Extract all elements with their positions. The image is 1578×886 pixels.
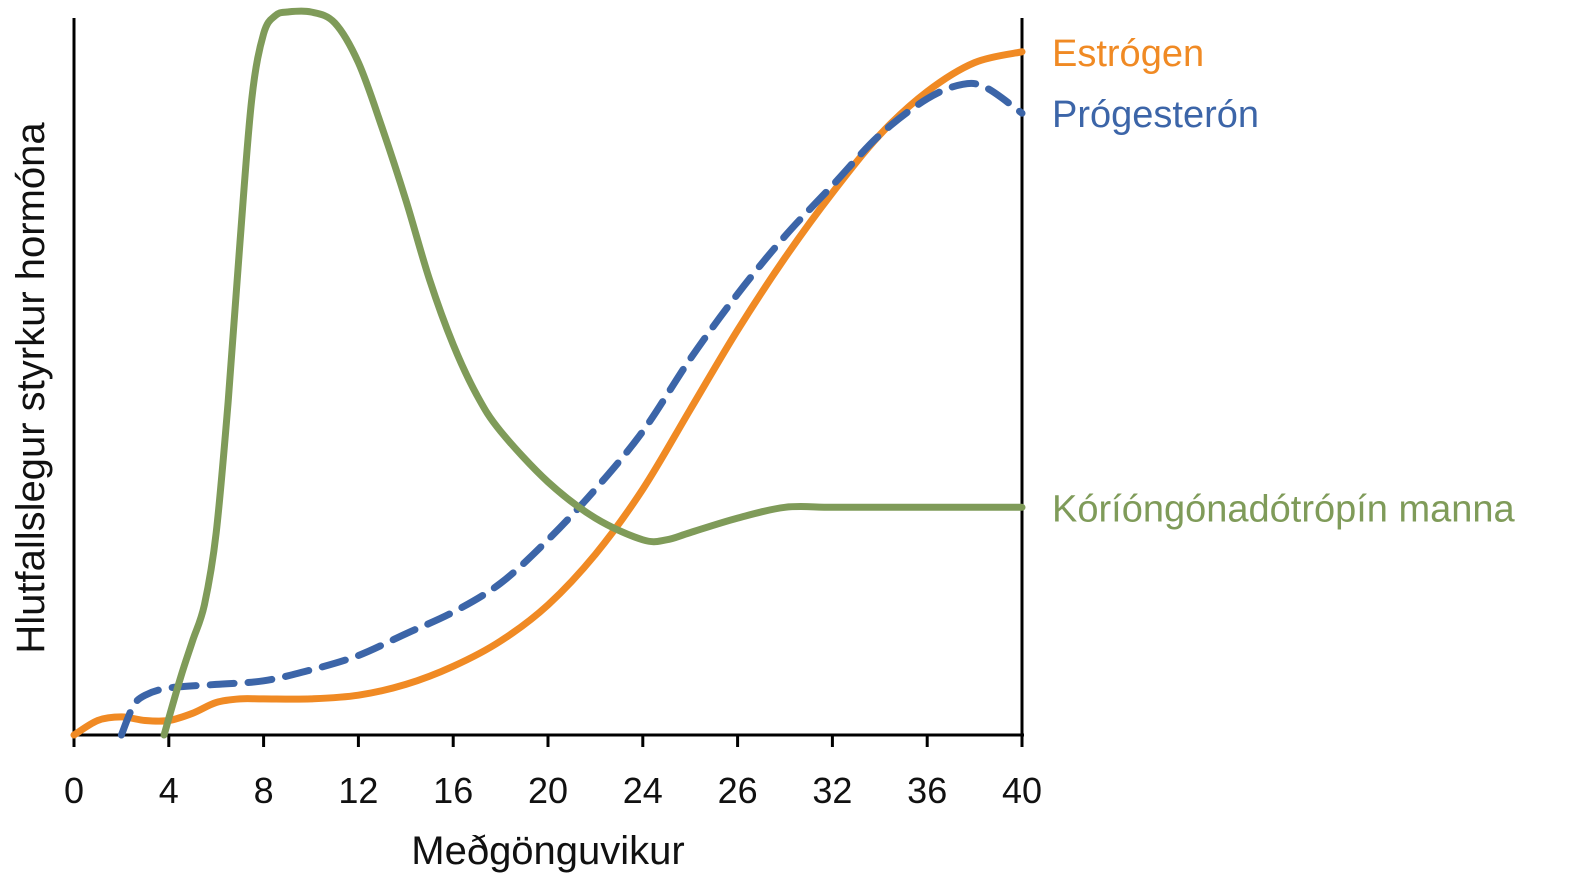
x-tick-label: 32 xyxy=(812,770,852,811)
x-axis-ticks: 0 4 8 12 16 20 24 26 32 36 40 xyxy=(64,735,1042,811)
x-tick-label: 24 xyxy=(623,770,663,811)
x-tick-label: 16 xyxy=(433,770,473,811)
x-tick-label: 40 xyxy=(1002,770,1042,811)
series-label-progesterone: Prógesterón xyxy=(1052,94,1259,136)
x-tick-label: 8 xyxy=(254,770,274,811)
x-tick-label: 12 xyxy=(338,770,378,811)
series-label-estrogen: Estrógen xyxy=(1052,33,1204,75)
series-label-hcg: Kóríóngónadótrópín manna xyxy=(1052,488,1516,530)
series-lines xyxy=(70,7,1026,739)
x-tick-label: 26 xyxy=(718,770,758,811)
x-tick-label: 0 xyxy=(64,770,84,811)
series-line-hcg xyxy=(160,7,1026,739)
series-labels: Estrógen Prógesterón Kóríóngónadótrópín ma… xyxy=(1052,33,1516,530)
x-tick-label: 4 xyxy=(159,770,179,811)
x-tick-label: 36 xyxy=(907,770,947,811)
series-line-progesterone xyxy=(117,79,1026,739)
y-axis-title: Hlutfallslegur styrkur hormóna xyxy=(9,122,53,654)
series-line-estrogen xyxy=(70,48,1026,739)
x-axis-title: Meðgönguvikur xyxy=(411,829,685,873)
x-tick-label: 20 xyxy=(528,770,568,811)
